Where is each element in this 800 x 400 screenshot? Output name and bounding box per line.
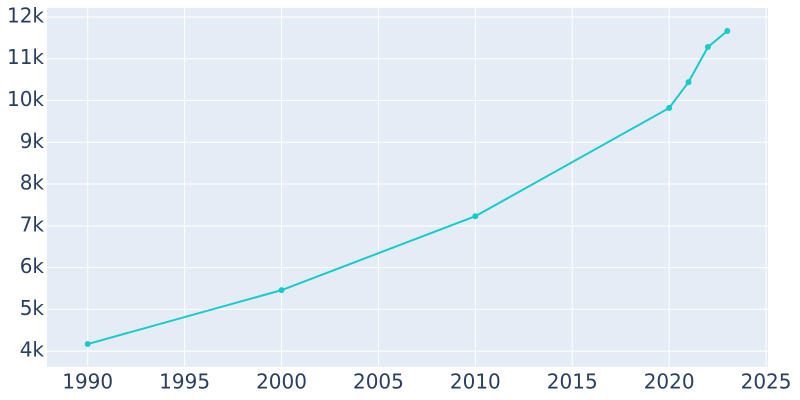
- point: [84, 341, 91, 348]
- x-tick-label: 2025: [741, 370, 792, 394]
- y-tick-label: 11k: [7, 45, 44, 69]
- x-tick-label: 1995: [159, 370, 210, 394]
- point: [278, 287, 285, 294]
- x-tick-label: 2005: [353, 370, 404, 394]
- point: [472, 213, 479, 220]
- x-tick-label: 1990: [62, 370, 113, 394]
- x-tick-label: 2000: [256, 370, 307, 394]
- y-tick-label: 12k: [7, 3, 44, 27]
- point: [666, 105, 673, 112]
- y-tick-label: 7k: [20, 212, 45, 236]
- y-tick-label: 5k: [20, 296, 45, 320]
- point: [685, 79, 692, 86]
- x-tick-label: 2015: [547, 370, 598, 394]
- point: [704, 44, 711, 51]
- plot-area: [47, 8, 768, 367]
- y-tick-label: 9k: [20, 129, 45, 153]
- x-tick-label: 2010: [450, 370, 501, 394]
- point: [724, 27, 731, 34]
- x-tick-label: 2020: [644, 370, 695, 394]
- y-tick-label: 10k: [7, 87, 44, 111]
- y-tick-label: 8k: [20, 171, 45, 195]
- y-tick-label: 4k: [20, 338, 45, 362]
- y-tick-label: 6k: [20, 254, 45, 278]
